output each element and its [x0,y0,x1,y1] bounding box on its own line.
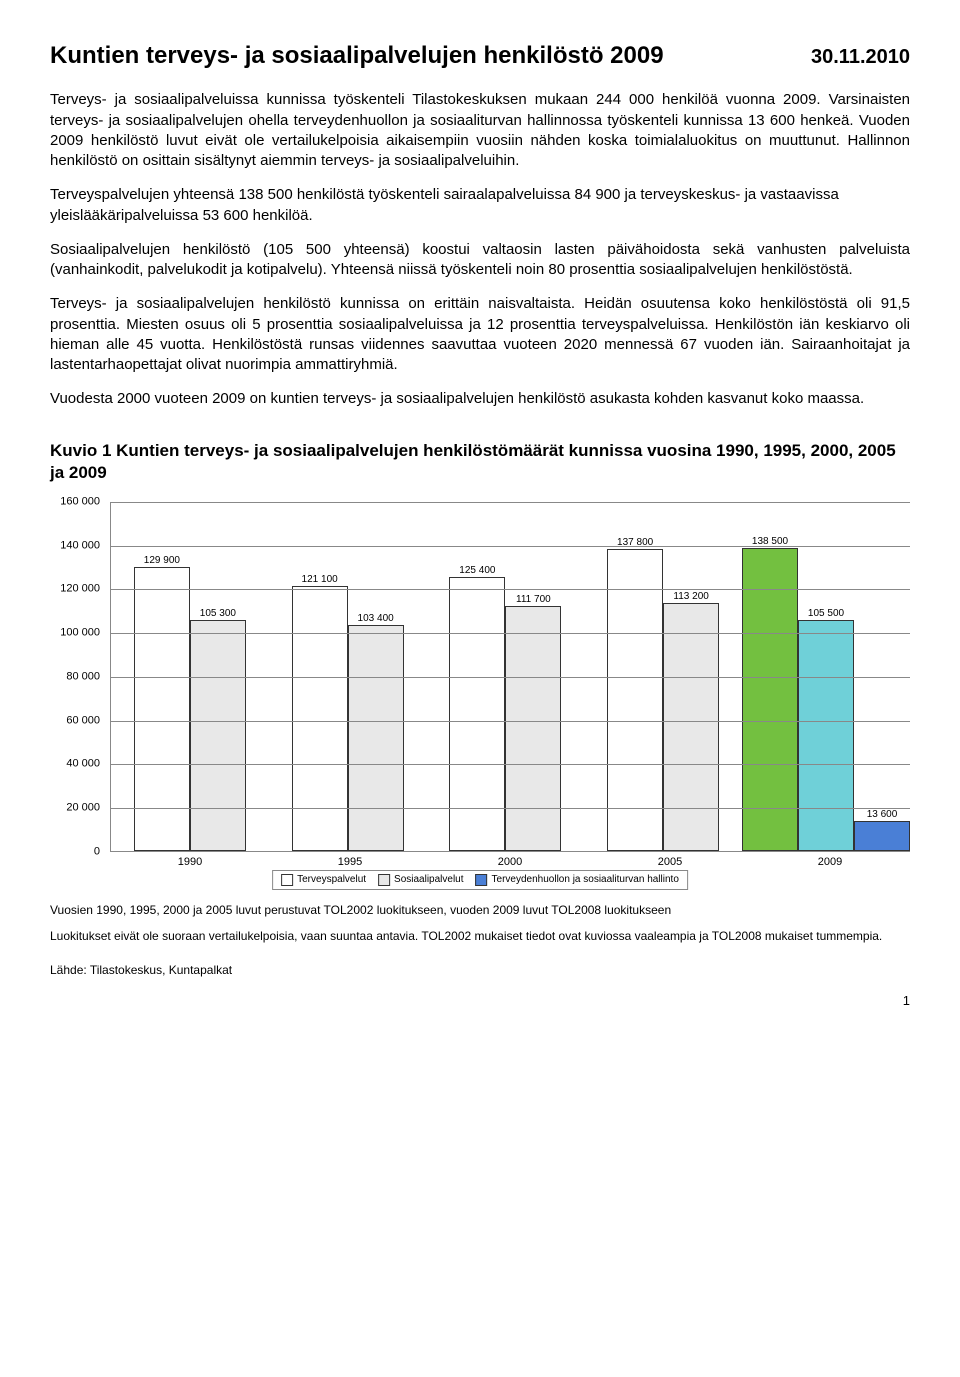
y-tick-label: 100 000 [60,626,100,641]
y-tick-label: 0 [94,844,100,859]
bar-value-label: 129 900 [144,554,180,568]
paragraph-5: Vuodesta 2000 vuoteen 2009 on kuntien te… [50,389,910,409]
bar-value-label: 125 400 [459,564,495,578]
bar: 121 100 [292,586,348,851]
legend-item: Terveyspalvelut [281,873,366,887]
y-axis-labels: 020 00040 00060 00080 000100 000120 0001… [50,502,104,852]
paragraph-2: Terveyspalvelujen yhteensä 138 500 henki… [50,185,910,226]
legend-label: Terveydenhuollon ja sosiaaliturvan halli… [492,873,679,887]
y-tick-label: 140 000 [60,538,100,553]
bar-value-label: 105 500 [808,607,844,621]
bar: 113 200 [663,603,719,851]
header-row: Kuntien terveys- ja sosiaalipalvelujen h… [50,40,910,72]
bar-value-label: 103 400 [358,612,394,626]
y-tick-label: 60 000 [66,713,100,728]
y-tick-label: 40 000 [66,757,100,772]
bar: 105 500 [798,620,854,851]
paragraph-4: Terveys- ja sosiaalipalvelujen henkilöst… [50,294,910,375]
bar: 138 500 [742,548,798,851]
bar-value-label: 111 700 [516,593,551,607]
chart-plot-area: 129 900105 300121 100103 400125 400111 7… [110,502,910,852]
page-title: Kuntien terveys- ja sosiaalipalvelujen h… [50,40,664,72]
legend-label: Terveyspalvelut [297,873,366,887]
bar: 125 400 [449,577,505,851]
bar-value-label: 113 200 [673,590,708,604]
chart-footnote-2: Luokitukset eivät ole suoraan vertailuke… [50,928,910,944]
legend-swatch [476,874,488,886]
y-tick-label: 20 000 [66,801,100,816]
bar: 105 300 [190,620,246,850]
chart-legend: Terveyspalvelut Sosiaalipalvelut Terveyden… [272,870,688,890]
source-line: Lähde: Tilastokeskus, Kuntapalkat [50,962,910,978]
y-tick-label: 160 000 [60,494,100,509]
legend-swatch [378,874,390,886]
bar-value-label: 137 800 [617,536,653,550]
x-tick-label: 2009 [750,855,910,870]
x-tick-label: 1995 [270,855,430,870]
legend-swatch [281,874,293,886]
bar: 111 700 [505,606,561,850]
paragraph-3: Sosiaalipalvelujen henkilöstö (105 500 y… [50,240,910,281]
legend-item: Sosiaalipalvelut [378,873,464,887]
bar: 13 600 [854,821,910,851]
chart-footnote-1: Vuosien 1990, 1995, 2000 ja 2005 luvut p… [50,902,910,918]
chart: 0 20 000 40 000 60 000 80 000 100 000 120 000 1… [50,502,910,882]
document-date: 30.11.2010 [811,44,910,71]
bar-value-label: 13 600 [867,808,898,822]
bar-value-label: 105 300 [200,607,236,621]
legend-label: Sosiaalipalvelut [394,873,464,887]
x-tick-label: 2000 [430,855,590,870]
chart-title: Kuvio 1 Kuntien terveys- ja sosiaalipalv… [50,440,910,484]
bar: 137 800 [607,549,663,850]
x-axis-labels: 19901995200020052009 [110,855,910,870]
y-tick-label: 80 000 [66,669,100,684]
bar-value-label: 121 100 [302,573,338,587]
y-tick-label: 120 000 [60,582,100,597]
x-tick-label: 2005 [590,855,750,870]
paragraph-1: Terveys- ja sosiaalipalveluissa kunnissa… [50,90,910,171]
legend-item: Terveydenhuollon ja sosiaaliturvan halli… [476,873,679,887]
x-tick-label: 1990 [110,855,270,870]
page-number: 1 [50,992,910,1010]
bar: 103 400 [348,625,404,851]
